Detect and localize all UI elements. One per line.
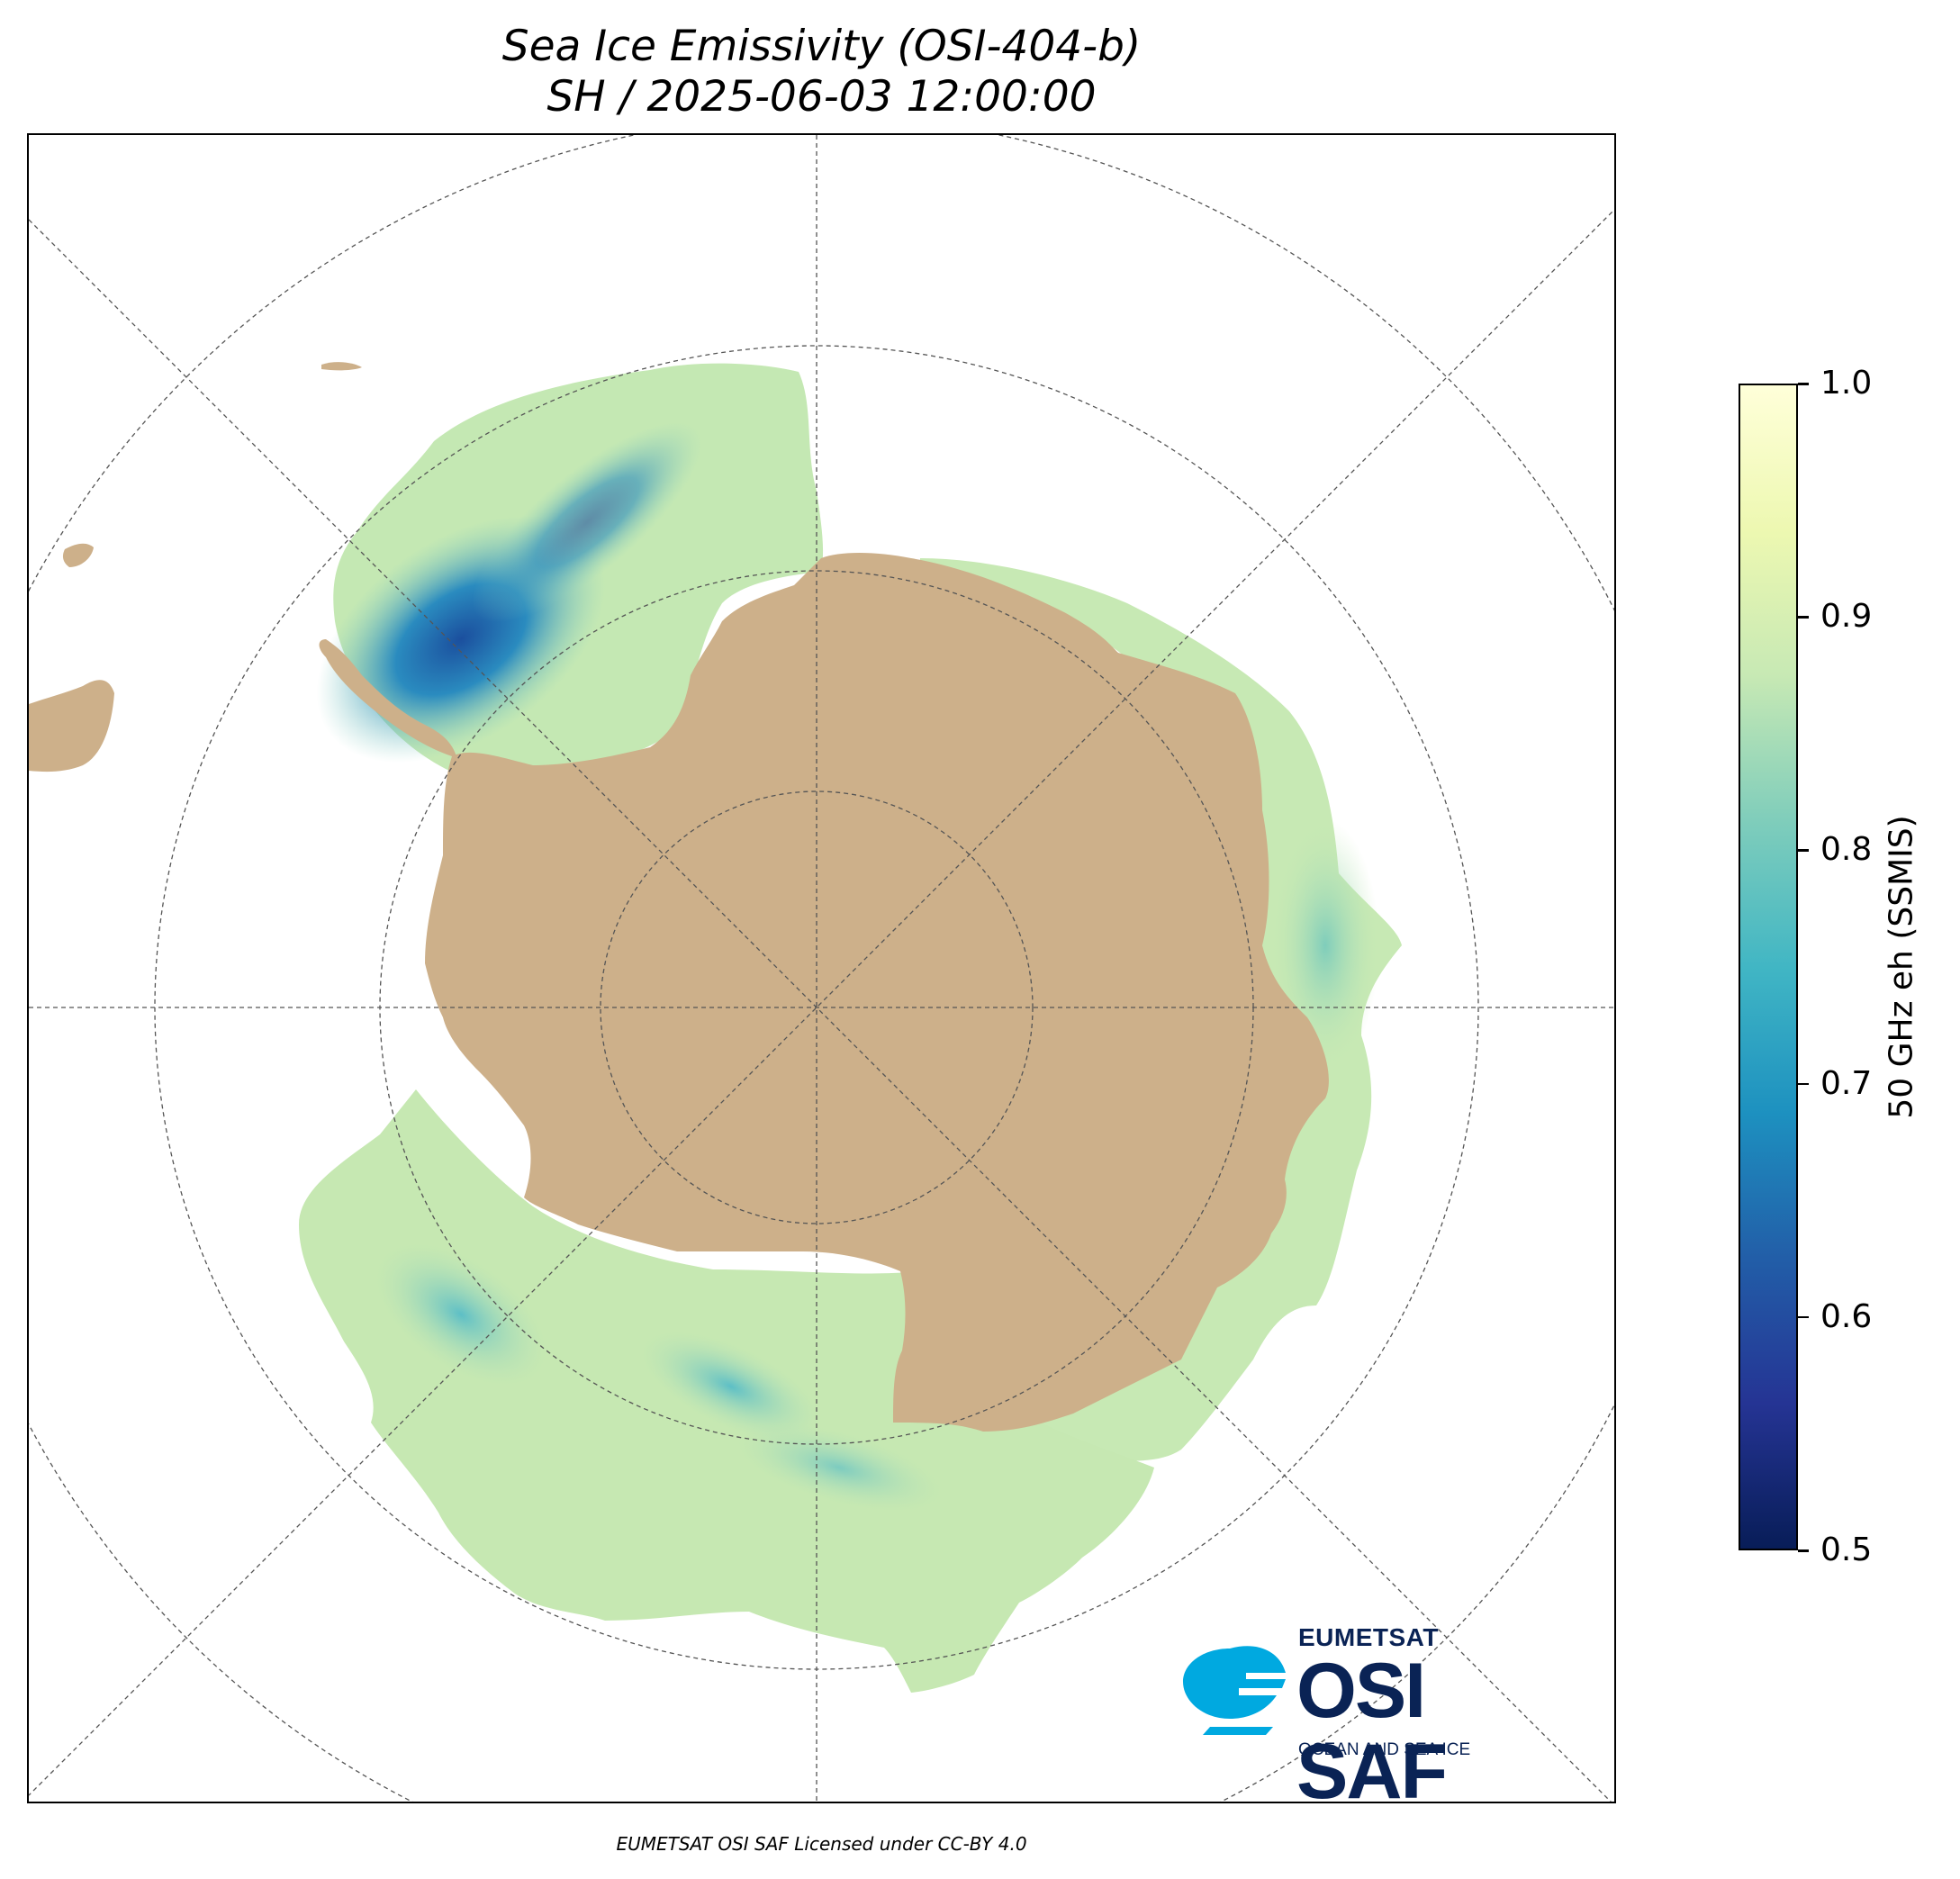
land — [29, 362, 1329, 1432]
osi-saf-logo: EUMETSAT OSI SAF OCEAN AND SEA ICE — [1176, 1623, 1585, 1812]
map-subtitle: SH / 2025-06-03 12:00:00 — [546, 72, 1097, 122]
map-canvas — [29, 135, 1614, 1802]
colorbar-tick-label: 0.8 — [1820, 831, 1873, 869]
colorbar-tick-label: 1.0 — [1820, 365, 1873, 402]
osi-saf-emblem-icon — [1183, 1646, 1286, 1735]
colorbar — [1739, 384, 1798, 1550]
colorbar-tick — [1798, 1082, 1809, 1086]
antarctic-peninsula — [319, 639, 456, 756]
colorbar-label: 50 GHz eh (SSMIS) — [1883, 815, 1920, 1119]
license-footer: EUMETSAT OSI SAF Licensed under CC-BY 4.… — [616, 1833, 1027, 1855]
weddell-low-emissivity-band — [472, 421, 702, 623]
sea-ice-east — [920, 558, 1402, 1461]
colorbar-tick — [1798, 1315, 1809, 1319]
logo-eumetsat-text: EUMETSAT — [1298, 1623, 1439, 1651]
map-panel — [27, 133, 1616, 1803]
colorbar-tick-label: 0.7 — [1820, 1064, 1873, 1102]
colorbar-tick-label: 0.9 — [1820, 598, 1873, 636]
latitude-circle-80 — [600, 790, 1034, 1224]
colorbar-tick — [1798, 849, 1809, 852]
meridian-diagonal-2 — [29, 209, 1614, 1796]
falkland-islands — [62, 543, 94, 567]
logo-osisaf-text: OSI SAF — [1296, 1648, 1448, 1815]
colorbar-tick — [1798, 1549, 1809, 1552]
ross-teal-patch-1 — [374, 1242, 548, 1387]
meridian-diagonal-1 — [29, 219, 1612, 1802]
colorbar-tick — [1798, 383, 1809, 385]
colorbar-tick-label: 0.5 — [1820, 1531, 1873, 1568]
south-georgia — [321, 362, 362, 371]
map-title: Sea Ice Emissivity (OSI-404-b) — [501, 22, 1142, 71]
colorbar-tick-label: 0.6 — [1820, 1297, 1873, 1335]
graticule — [29, 135, 1614, 1802]
south-america-tip — [29, 680, 114, 772]
logo-tagline: OCEAN AND SEA ICE — [1298, 1740, 1471, 1759]
colorbar-tick — [1798, 616, 1809, 619]
sea-ice-field — [299, 363, 1402, 1693]
ross-teal-patch-3 — [734, 1423, 944, 1513]
antarctica-continent — [425, 553, 1329, 1432]
ross-teal-patch-2 — [639, 1331, 823, 1442]
